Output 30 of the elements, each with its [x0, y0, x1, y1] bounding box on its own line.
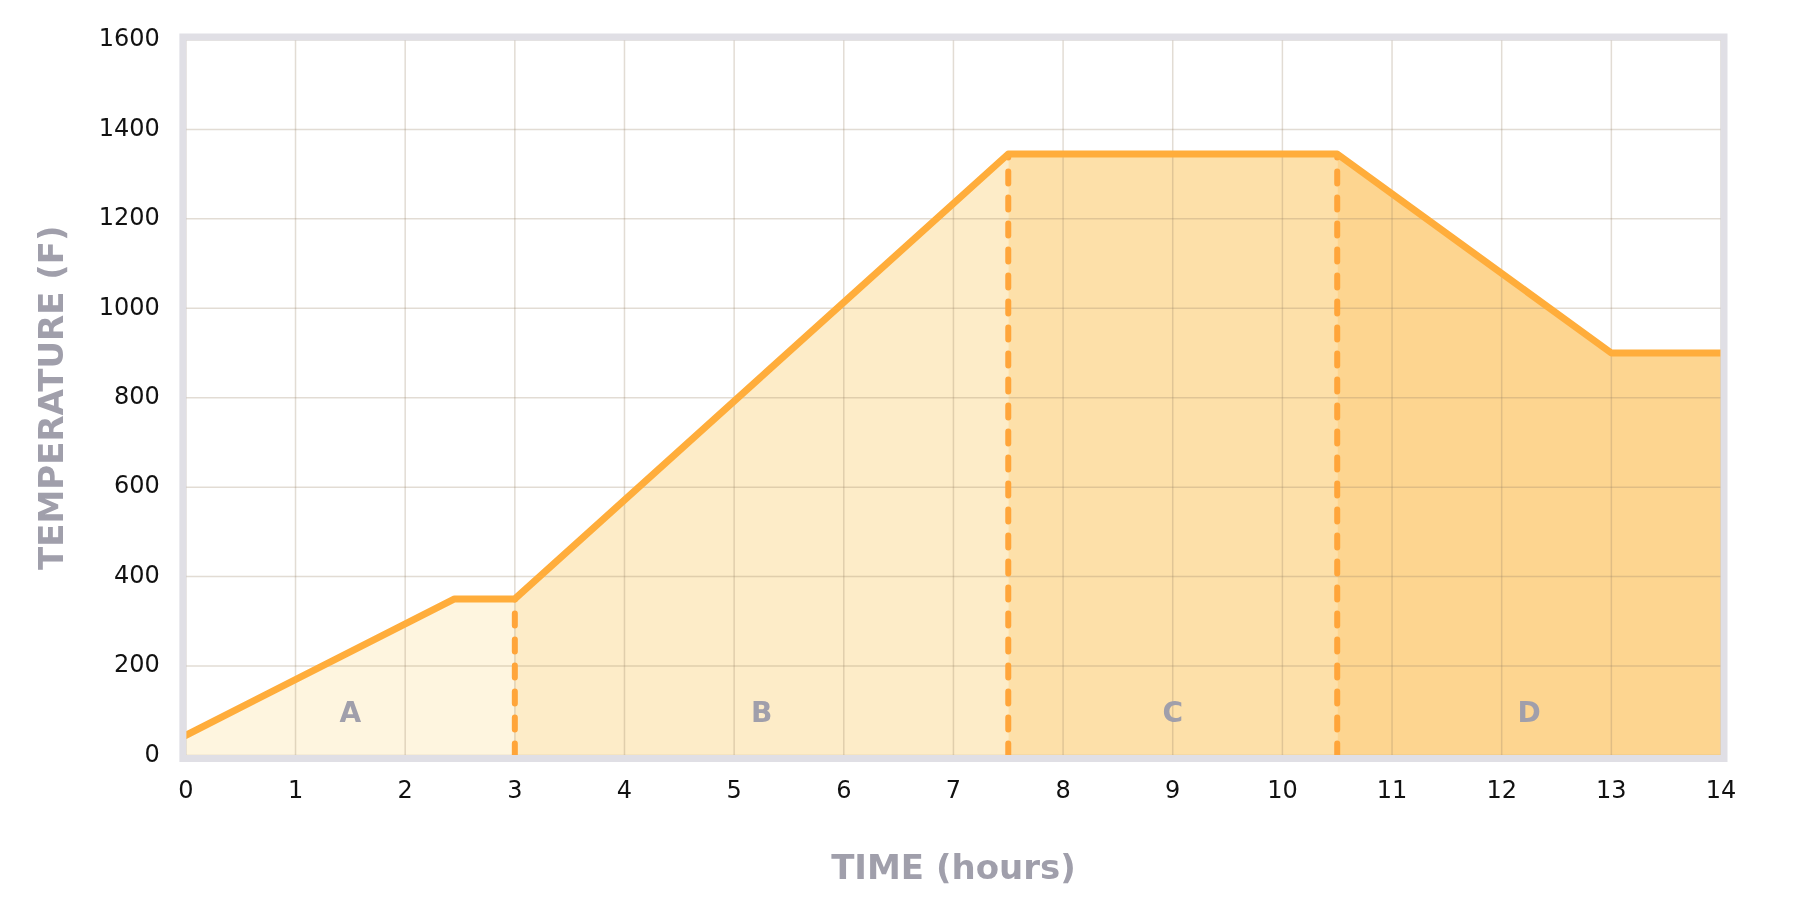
- y-axis-title: TEMPERATURE (F): [31, 225, 72, 570]
- y-tick-label: 1600: [98, 24, 160, 53]
- x-tick-label: 4: [616, 776, 633, 805]
- y-tick-label: 1000: [98, 292, 160, 321]
- x-tick-label: 7: [945, 776, 962, 805]
- y-tick-label: 1400: [98, 113, 160, 142]
- y-tick-label: 800: [114, 381, 160, 410]
- band-label: D: [1517, 695, 1541, 729]
- y-tick-label: 600: [114, 471, 160, 500]
- x-tick-label: 5: [726, 776, 742, 805]
- y-tick-label: 0: [144, 739, 160, 768]
- x-axis-title: TIME (hours): [831, 847, 1076, 888]
- x-tick-label: 13: [1596, 776, 1627, 805]
- y-tick-label: 200: [114, 650, 160, 679]
- x-tick-label: 12: [1486, 776, 1517, 805]
- band-label: C: [1162, 695, 1184, 729]
- x-tick-label: 11: [1376, 776, 1408, 805]
- band-label: B: [750, 695, 773, 729]
- x-tick-label: 8: [1055, 776, 1071, 805]
- x-tick-label: 2: [397, 776, 413, 805]
- x-tick-label: 3: [507, 776, 523, 805]
- x-tick-label: 14: [1705, 776, 1737, 805]
- y-tick-label: 400: [114, 560, 160, 589]
- y-tick-label: 1200: [98, 203, 160, 232]
- x-tick-label: 10: [1267, 776, 1298, 805]
- band-label: A: [339, 695, 362, 729]
- x-tick-label: 9: [1165, 776, 1181, 805]
- x-tick-label: 0: [178, 776, 194, 805]
- x-tick-label: 6: [836, 776, 852, 805]
- x-tick-label: 1: [287, 776, 304, 805]
